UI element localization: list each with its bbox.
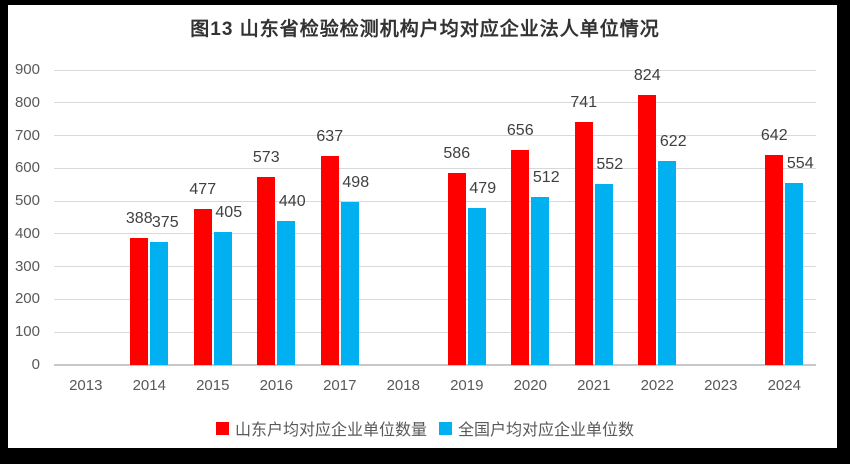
bar-national-2020 [531,197,550,365]
legend-swatch-national-icon [439,421,452,435]
gridline [54,135,816,137]
y-tick-label: 200 [14,290,40,308]
bar-value-label-shandong-2017: 637 [316,128,344,146]
y-tick-label: 700 [14,126,40,144]
x-tick-label-2023: 2023 [704,377,738,394]
x-tick-label-2018: 2018 [386,377,420,394]
bar-shandong-2022 [638,94,657,365]
y-tick-label: 300 [14,257,40,275]
x-tick-label-2014: 2014 [132,377,166,394]
gridline [54,233,816,235]
x-tick-label-2019: 2019 [450,377,484,394]
bar-value-label-national-2015: 405 [215,204,243,222]
gridline [54,331,816,333]
bar-shandong-2019 [447,172,466,365]
chart-title: 图13 山东省检验检测机构户均对应企业法人单位情况 [190,19,660,40]
y-tick-label: 100 [14,323,40,341]
bar-value-label-shandong-2020: 656 [506,121,534,139]
x-tick-label-2022: 2022 [640,377,674,394]
bar-value-label-national-2022: 622 [659,133,687,151]
y-tick-label: 800 [14,93,40,111]
bar-value-label-shandong-2021: 741 [570,94,598,112]
y-tick-label: 500 [14,192,40,210]
legend-label-shandong: 山东户均对应企业单位数量 [234,422,427,439]
bar-shandong-2021 [574,122,593,365]
bar-shandong-2017 [320,156,339,365]
x-tick-label-2016: 2016 [259,377,293,394]
bar-national-2019 [467,207,486,365]
bar-value-label-shandong-2014: 388 [125,209,153,227]
bar-national-2016 [277,220,296,365]
gridline [54,102,816,104]
y-tick-label: 400 [14,224,40,242]
legend-item-national: 全国户均对应企业单位数 [439,416,634,440]
gridline [54,298,816,300]
x-tick-label-2021: 2021 [577,377,611,394]
bar-value-label-national-2024: 554 [786,155,814,173]
gridline [54,200,816,202]
gridline [54,266,816,268]
bar-shandong-2014 [130,237,149,365]
bar-shandong-2016 [257,177,276,365]
x-tick-label-2024: 2024 [767,377,801,394]
bar-shandong-2024 [765,154,784,365]
bar-value-label-national-2017: 498 [342,173,370,191]
x-axis-line [54,364,816,366]
bar-value-label-national-2016: 440 [278,192,306,210]
bar-shandong-2020 [511,149,530,365]
bar-value-label-national-2014: 375 [151,214,179,232]
gridline [54,69,816,71]
x-tick-label-2017: 2017 [323,377,357,394]
x-tick-label-2020: 2020 [513,377,547,394]
y-tick-label: 0 [31,356,40,373]
bar-national-2017 [340,201,359,365]
bar-value-label-shandong-2015: 477 [189,180,217,198]
bar-national-2022 [658,161,677,365]
bar-value-label-shandong-2024: 642 [760,126,788,144]
bar-value-label-national-2019: 479 [469,179,497,197]
bar-national-2015 [213,232,232,365]
legend: 山东户均对应企业单位数量 全国户均对应企业单位数 [0,416,850,440]
gridline [54,167,816,169]
legend-swatch-shandong-icon [215,421,229,435]
bar-value-label-national-2020: 512 [532,169,560,187]
x-tick-label-2013: 2013 [69,377,103,394]
y-tick-label: 600 [14,159,40,177]
bar-value-label-shandong-2016: 573 [252,149,280,167]
bar-value-label-national-2021: 552 [596,156,624,174]
bar-shandong-2015 [193,208,212,365]
y-tick-label: 900 [14,61,40,78]
legend-item-shandong: 山东户均对应企业单位数量 [215,416,427,440]
bar-national-2024 [785,183,804,365]
legend-label-national: 全国户均对应企业单位数 [458,422,635,439]
bar-value-label-shandong-2019: 586 [443,144,471,162]
bar-national-2021 [594,184,613,365]
x-tick-label-2015: 2015 [196,377,230,394]
bar-national-2014 [150,242,169,365]
bar-value-label-shandong-2022: 824 [633,66,661,84]
